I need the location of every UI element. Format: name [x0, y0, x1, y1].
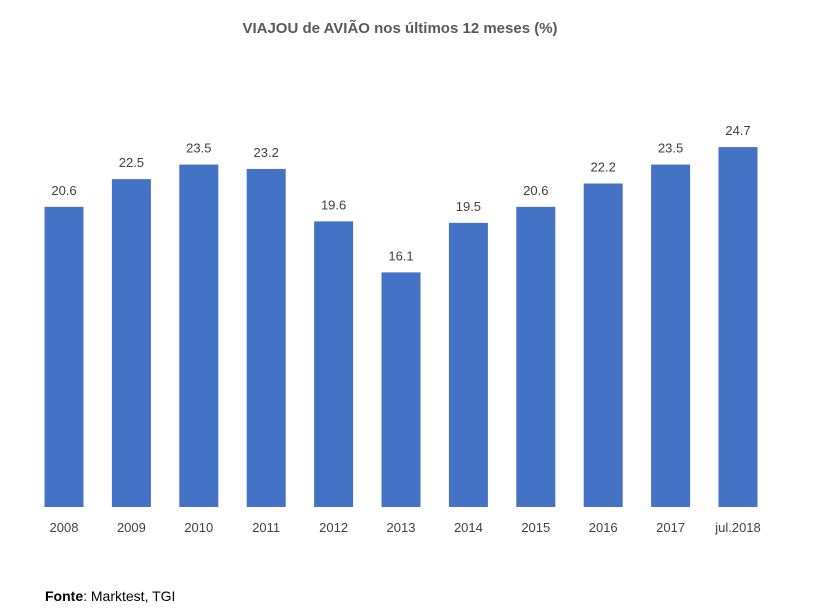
x-tick-label: 2008 — [50, 520, 79, 535]
x-tick-label: jul.2018 — [714, 520, 761, 535]
data-label: 22.5 — [119, 155, 144, 170]
x-tick-label: 2011 — [252, 520, 280, 535]
bar-chart: 20.6 2008 22.5 2009 23.5 2010 23.2 2011 19.6 2012… — [44, 123, 761, 535]
source-label: Fonte — [45, 588, 84, 604]
bar-2016 — [583, 183, 623, 507]
data-label: 20.6 — [523, 183, 548, 198]
bar-2012 — [314, 221, 354, 507]
data-label: 19.6 — [321, 197, 346, 212]
source-note: Fonte: Marktest, TGI — [45, 588, 175, 604]
bar-2017 — [651, 164, 691, 508]
chart-title: VIAJOU de AVIÃO nos últimos 12 meses (%) — [242, 20, 558, 37]
bar-2013 — [381, 272, 421, 507]
x-tick-label: 2012 — [319, 520, 348, 535]
x-tick-label: 2014 — [454, 520, 483, 535]
data-label: 23.2 — [254, 145, 279, 160]
x-tick-label: 2017 — [656, 520, 685, 535]
bar-2015 — [516, 206, 556, 508]
data-label: 16.1 — [388, 248, 413, 263]
x-tick-label: 2015 — [521, 520, 550, 535]
bar-2009 — [111, 179, 151, 507]
x-tick-label: 2009 — [117, 520, 146, 535]
data-label: 23.5 — [186, 141, 211, 156]
bar-2010 — [179, 164, 219, 508]
x-tick-label: 2013 — [387, 520, 416, 535]
x-tick-label: 2010 — [184, 520, 213, 535]
x-tick-label: 2016 — [589, 520, 618, 535]
bar-jul.2018 — [718, 147, 758, 508]
source-text: : Marktest, TGI — [83, 588, 176, 604]
bar-2014 — [448, 222, 488, 507]
data-label: 23.5 — [658, 141, 683, 156]
data-label: 22.2 — [591, 160, 616, 175]
bar-2008 — [44, 206, 84, 508]
bar-2011 — [246, 168, 286, 507]
data-label: 24.7 — [725, 123, 750, 138]
data-label: 20.6 — [51, 183, 76, 198]
data-label: 19.5 — [456, 199, 481, 214]
